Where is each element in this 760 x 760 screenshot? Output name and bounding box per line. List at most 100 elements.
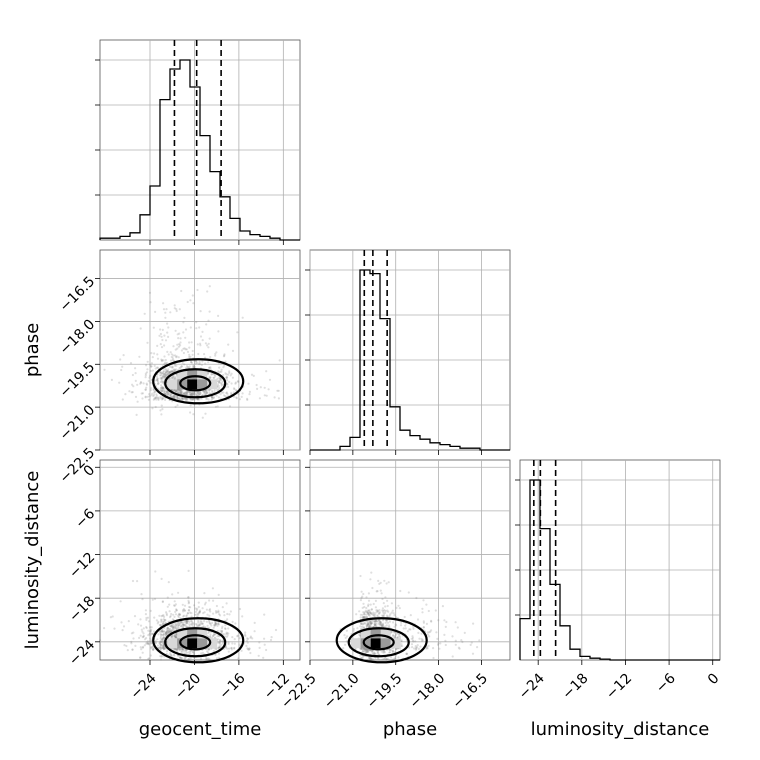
scatter-point bbox=[170, 625, 173, 628]
scatter-point bbox=[122, 354, 125, 357]
scatter-point bbox=[181, 397, 184, 400]
scatter-point bbox=[111, 615, 114, 618]
scatter-point bbox=[189, 392, 192, 395]
scatter-point bbox=[148, 640, 151, 643]
scatter-point bbox=[191, 391, 194, 394]
scatter-point bbox=[263, 394, 266, 397]
scatter-point bbox=[153, 397, 156, 400]
scatter-point bbox=[159, 635, 162, 638]
scatter-point bbox=[188, 625, 191, 628]
scatter-point bbox=[412, 627, 415, 630]
scatter-point bbox=[182, 623, 185, 627]
scatter-point bbox=[216, 388, 219, 392]
scatter-point bbox=[369, 658, 372, 661]
scatter-point bbox=[173, 388, 176, 392]
scatter-point bbox=[174, 368, 177, 372]
scatter-point bbox=[156, 379, 159, 382]
scatter-point bbox=[154, 367, 157, 370]
scatter-point bbox=[208, 375, 211, 378]
scatter-point bbox=[253, 630, 256, 633]
scatter-point bbox=[180, 657, 183, 660]
scatter-point bbox=[162, 643, 165, 646]
scatter-point bbox=[175, 355, 178, 358]
scatter-point bbox=[359, 616, 362, 619]
scatter-point bbox=[185, 621, 188, 624]
scatter-point bbox=[172, 389, 176, 392]
scatter-point bbox=[344, 643, 347, 646]
scatter-point bbox=[223, 353, 226, 356]
scatter-point bbox=[367, 604, 370, 608]
scatter-point bbox=[218, 639, 221, 642]
scatter-point bbox=[161, 636, 165, 640]
scatter-point bbox=[366, 649, 369, 652]
scatter-point bbox=[236, 380, 239, 383]
scatter-point bbox=[385, 582, 388, 585]
scatter-point bbox=[149, 632, 152, 635]
scatter-point bbox=[173, 600, 176, 603]
scatter-point bbox=[162, 374, 165, 377]
scatter-point bbox=[153, 630, 156, 633]
scatter-point bbox=[217, 652, 221, 655]
scatter-point bbox=[225, 375, 228, 378]
scatter-point bbox=[172, 613, 175, 616]
axis-labels: geocent_time phase luminosity_distancephas… bbox=[22, 323, 709, 740]
scatter-point bbox=[148, 291, 152, 294]
scatter-point bbox=[159, 641, 162, 644]
scatter-point bbox=[218, 614, 222, 617]
scatter-point bbox=[182, 623, 185, 626]
scatter-point bbox=[148, 393, 151, 396]
scatter-point bbox=[218, 379, 221, 382]
scatter-point bbox=[165, 631, 168, 634]
scatter-point bbox=[252, 374, 255, 377]
scatter-point bbox=[189, 299, 192, 302]
scatter-point bbox=[167, 335, 170, 338]
scatter-point bbox=[230, 647, 233, 650]
scatter-point bbox=[166, 373, 169, 376]
scatter-point bbox=[178, 613, 181, 616]
scatter-point bbox=[155, 393, 158, 396]
scatter-point bbox=[418, 637, 421, 640]
scatter-point bbox=[170, 636, 174, 639]
scatter-point bbox=[160, 577, 163, 581]
scatter-point bbox=[193, 604, 196, 607]
scatter-point bbox=[187, 601, 191, 604]
scatter-point bbox=[238, 607, 242, 611]
scatter-point bbox=[204, 342, 207, 345]
scatter-point bbox=[162, 647, 165, 650]
scatter-point bbox=[162, 387, 165, 390]
scatter-point bbox=[382, 625, 385, 628]
scatter-point bbox=[162, 647, 165, 650]
scatter-point bbox=[145, 642, 148, 645]
scatter-point bbox=[221, 391, 224, 394]
scatter-point bbox=[103, 368, 106, 371]
scatter-point bbox=[197, 392, 201, 395]
scatter-point bbox=[169, 630, 172, 633]
scatter-point bbox=[144, 388, 147, 391]
scatter-point bbox=[380, 592, 383, 595]
scatter-point bbox=[159, 371, 162, 374]
scatter-point bbox=[164, 358, 167, 362]
scatter-point bbox=[238, 398, 241, 401]
scatter-point bbox=[166, 373, 169, 376]
scatter-point bbox=[217, 396, 220, 399]
scatter-point bbox=[445, 620, 448, 624]
scatter-point bbox=[229, 374, 232, 377]
scatter-point bbox=[176, 391, 180, 394]
scatter-point bbox=[456, 626, 459, 629]
scatter-point bbox=[192, 623, 195, 626]
scatter-point bbox=[159, 643, 162, 646]
contour-middle-luminosity_distance-vs-geocent_time bbox=[164, 627, 227, 658]
scatter-point bbox=[176, 396, 179, 399]
scatter-point bbox=[184, 391, 188, 394]
scatter-point bbox=[382, 619, 385, 622]
scatter-point bbox=[191, 393, 195, 396]
scatter-point bbox=[364, 648, 367, 652]
y-axis-label-phase: phase bbox=[22, 323, 43, 377]
xtick-label-luminosity_distance-3: −6 bbox=[653, 670, 679, 696]
scatter-point bbox=[141, 630, 144, 633]
scatter-point bbox=[362, 616, 365, 619]
scatter-point bbox=[410, 637, 413, 640]
scatter-point bbox=[165, 612, 168, 615]
scatter-point bbox=[170, 629, 173, 632]
scatter-point bbox=[209, 355, 212, 359]
